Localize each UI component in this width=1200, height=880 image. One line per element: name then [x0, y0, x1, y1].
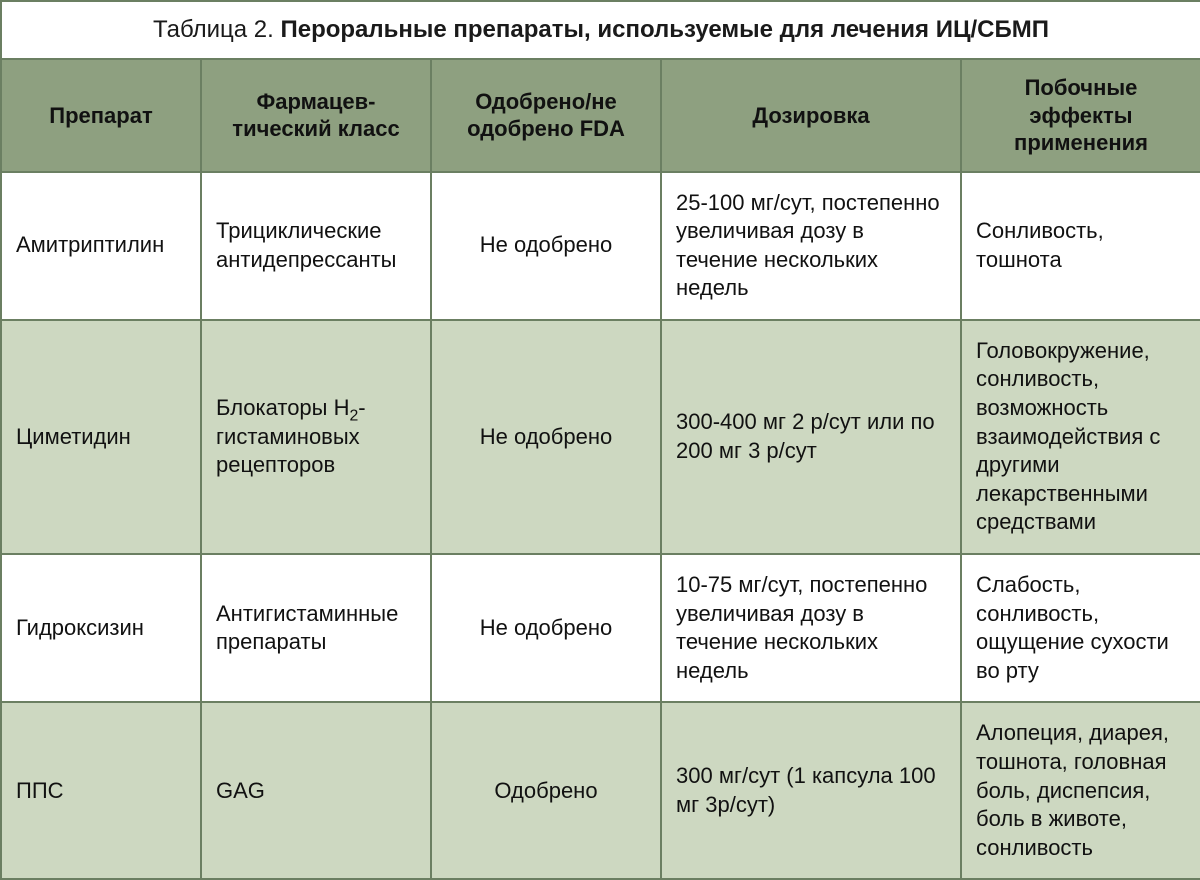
oral-medications-table: Таблица 2. Пероральные препараты, исполь…: [0, 0, 1200, 880]
cell-dose: 300 мг/сут (1 капсула 100 мг 3р/сут): [661, 702, 961, 879]
cell-side: Слабость, сонливость, ощущение сухости в…: [961, 554, 1200, 702]
table-caption-row: Таблица 2. Пероральные препараты, исполь…: [1, 1, 1200, 59]
cell-side: Алопеция, диарея, тошнота, головная боль…: [961, 702, 1200, 879]
cell-class: Антигистаминные препараты: [201, 554, 431, 702]
col-header-class: Фармацев­тический класс: [201, 59, 431, 172]
table-row: ЦиметидинБлокаторы H2-гистаминовых рецеп…: [1, 320, 1200, 554]
cell-class: Трициклические антидепрессанты: [201, 172, 431, 320]
cell-drug: Амитриптилин: [1, 172, 201, 320]
cell-side: Головокружение, сонливость, возможность …: [961, 320, 1200, 554]
cell-fda: Не одобрено: [431, 320, 661, 554]
col-header-dose: Дозировка: [661, 59, 961, 172]
cell-class: Блокаторы H2-гистаминовых рецепторов: [201, 320, 431, 554]
cell-fda: Одобрено: [431, 702, 661, 879]
cell-drug: ППС: [1, 702, 201, 879]
cell-dose: 10-75 мг/сут, постепенно увеличивая дозу…: [661, 554, 961, 702]
cell-dose: 25-100 мг/сут, постепенно увеличивая доз…: [661, 172, 961, 320]
table-row: ППСGAGОдобрено300 мг/сут (1 капсула 100 …: [1, 702, 1200, 879]
cell-drug: Циметидин: [1, 320, 201, 554]
col-header-drug: Препарат: [1, 59, 201, 172]
cell-fda: Не одобрено: [431, 172, 661, 320]
cell-drug: Гидроксизин: [1, 554, 201, 702]
caption-prefix: Таблица 2.: [153, 16, 280, 43]
cell-dose: 300-400 мг 2 р/сут или по 200 мг 3 р/сут: [661, 320, 961, 554]
table-caption: Таблица 2. Пероральные препараты, исполь…: [1, 1, 1200, 59]
cell-fda: Не одобрено: [431, 554, 661, 702]
col-header-fda: Одобрено/не одобрено FDA: [431, 59, 661, 172]
table-body: АмитриптилинТрициклические антидепрессан…: [1, 172, 1200, 880]
cell-class: GAG: [201, 702, 431, 879]
col-header-side: Побочные эффекты применения: [961, 59, 1200, 172]
table-row: ГидроксизинАнтигистаминные препаратыНе о…: [1, 554, 1200, 702]
table-row: АмитриптилинТрициклические антидепрессан…: [1, 172, 1200, 320]
cell-side: Сонливость, тошнота: [961, 172, 1200, 320]
caption-bold: Пероральные препараты, используемые для …: [280, 16, 1049, 43]
table-header-row: Препарат Фармацев­тический класс Одобрен…: [1, 59, 1200, 172]
